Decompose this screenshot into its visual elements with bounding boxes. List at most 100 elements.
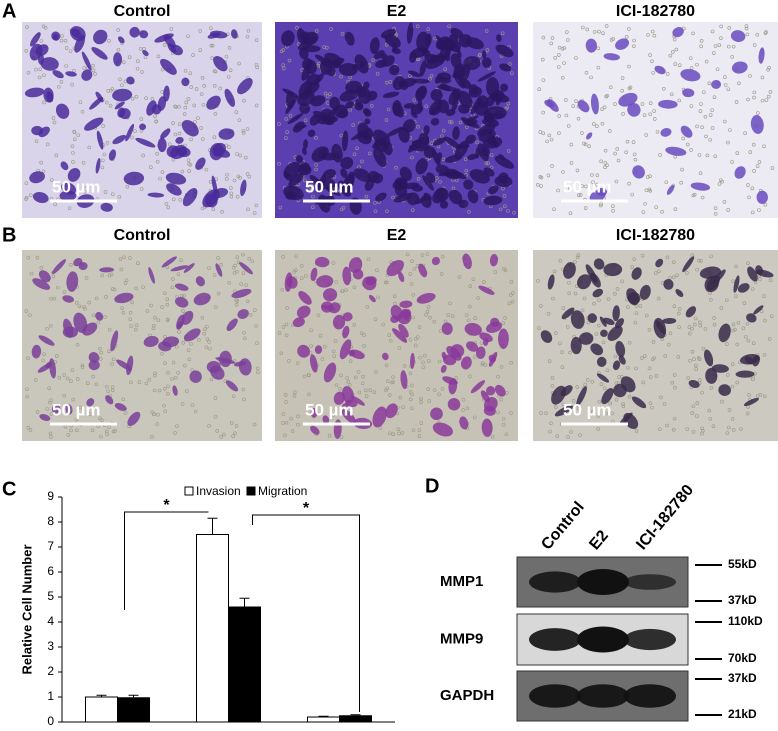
cell: [423, 125, 430, 135]
cell: [563, 262, 576, 279]
texture-dot: [705, 153, 710, 158]
cell: [758, 47, 765, 64]
texture-dot: [226, 75, 231, 79]
texture-dot: [731, 279, 735, 284]
texture-dot: [673, 207, 678, 211]
texture-dot: [254, 203, 259, 208]
cell: [434, 74, 443, 84]
texture-dot: [107, 39, 111, 43]
texture-dot: [209, 26, 213, 30]
texture-dot: [80, 109, 85, 114]
image-title: Control: [114, 3, 171, 20]
texture-dot: [59, 80, 64, 84]
texture-dot: [560, 46, 565, 51]
texture-dot: [725, 342, 729, 346]
texture-dot: [84, 276, 89, 280]
texture-dot: [577, 406, 581, 411]
cell: [158, 341, 172, 352]
texture-dot: [62, 373, 67, 377]
cell: [93, 29, 108, 45]
texture-dot: [160, 170, 165, 174]
cell: [166, 183, 182, 196]
cell: [55, 103, 70, 119]
texture-dot: [99, 350, 103, 355]
texture-dot: [24, 181, 29, 185]
cell: [65, 71, 77, 77]
cell: [470, 380, 486, 394]
texture-dot: [746, 97, 750, 102]
cell: [682, 256, 695, 273]
texture-dot: [397, 346, 402, 350]
texture-dot: [490, 434, 495, 439]
cell: [590, 93, 599, 115]
texture-dot: [387, 393, 392, 397]
texture-dot: [763, 202, 768, 207]
texture-dot: [234, 302, 239, 307]
cell: [570, 336, 582, 355]
legend-swatch: [184, 486, 194, 496]
texture-dot: [243, 336, 247, 341]
texture-dot: [739, 427, 743, 431]
image-title: E2: [387, 227, 407, 244]
texture-dot: [735, 342, 740, 347]
marker-label: 110kD: [728, 614, 763, 628]
texture-dot: [152, 388, 157, 393]
cell: [354, 54, 369, 74]
texture-dot: [596, 65, 601, 70]
texture-dot: [162, 291, 167, 296]
texture-dot: [659, 395, 663, 400]
texture-dot: [656, 296, 661, 301]
texture-dot: [24, 195, 29, 200]
cell: [406, 22, 414, 44]
cell: [407, 70, 421, 78]
texture-dot: [712, 95, 717, 99]
texture-dot: [53, 202, 57, 207]
texture-dot: [128, 317, 133, 322]
cell: [298, 291, 312, 305]
texture-dot: [633, 320, 638, 325]
texture-dot: [700, 390, 704, 395]
texture-dot: [245, 34, 250, 39]
cell: [182, 188, 198, 207]
texture-dot: [205, 324, 209, 329]
texture-dot: [473, 354, 477, 359]
cell: [601, 388, 614, 405]
texture-dot: [245, 172, 250, 176]
texture-dot: [233, 431, 237, 436]
texture-dot: [500, 31, 505, 36]
texture-dot: [589, 75, 593, 80]
texture-dot: [744, 26, 749, 31]
cell: [114, 101, 125, 110]
cell: [547, 274, 555, 290]
texture-dot: [75, 428, 79, 433]
cell: [599, 316, 607, 327]
cell: [415, 87, 426, 99]
texture-dot: [48, 400, 52, 405]
texture-dot: [688, 331, 692, 336]
cell: [705, 367, 718, 384]
texture-dot: [468, 374, 472, 379]
scale-label: 50 µm: [563, 177, 612, 196]
texture-dot: [309, 189, 314, 193]
marker-label: 37kD: [728, 593, 757, 607]
texture-dot: [567, 280, 571, 285]
texture-dot: [41, 358, 46, 363]
texture-dot: [597, 399, 602, 404]
texture-dot: [601, 31, 605, 36]
texture-dot: [141, 285, 145, 289]
texture-dot: [685, 271, 689, 275]
cell: [490, 317, 500, 327]
texture-dot: [254, 62, 259, 67]
texture-dot: [758, 277, 762, 281]
cell: [337, 109, 349, 119]
texture-dot: [183, 105, 188, 110]
cell: [317, 194, 331, 213]
texture-dot: [81, 185, 86, 190]
texture-dot: [644, 313, 649, 318]
cell: [112, 134, 127, 145]
texture-dot: [170, 376, 174, 381]
texture-dot: [768, 278, 773, 283]
texture-dot: [309, 328, 313, 333]
cell: [439, 200, 449, 209]
texture-dot: [180, 402, 185, 406]
